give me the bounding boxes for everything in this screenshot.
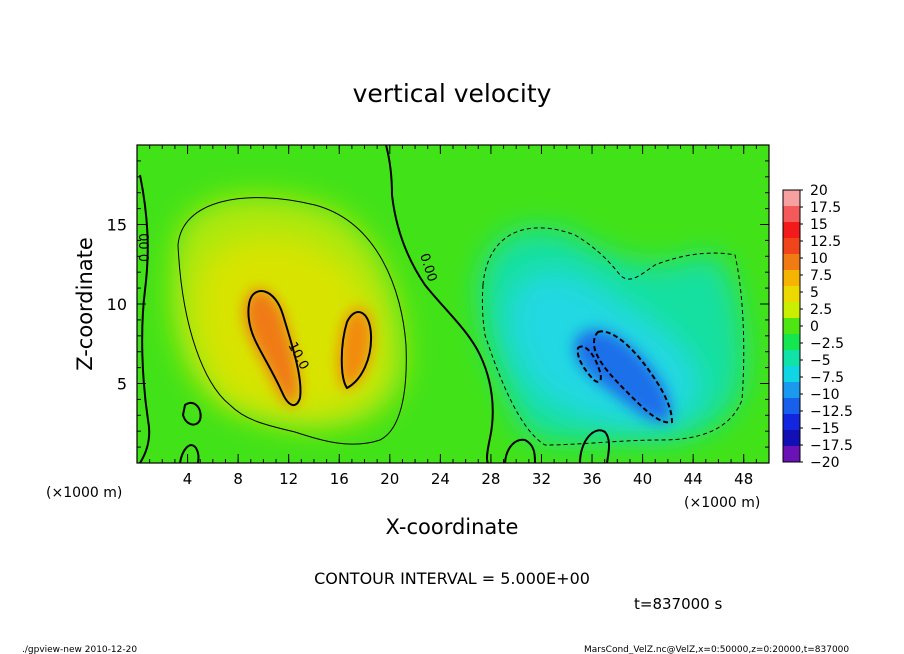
colorbar-label: 7.5	[810, 268, 832, 284]
chart-title: vertical velocity	[353, 79, 552, 108]
x-tick-label: 24	[431, 470, 450, 488]
colorbar-label: −15	[810, 421, 840, 437]
colorbar-swatch	[783, 446, 800, 463]
colorbar-label: 12.5	[810, 234, 841, 250]
colorbar-label: 0	[810, 319, 819, 335]
contour-zero-left	[139, 174, 151, 463]
contour-plus5	[177, 197, 407, 445]
colorbar-label: −2.5	[810, 336, 844, 352]
x-tick-label: 36	[582, 470, 601, 488]
colorbar-swatch	[783, 318, 800, 335]
updraft-mid-shading	[198, 237, 378, 413]
colorbar-label: 17.5	[810, 200, 841, 216]
x-tick-label: 48	[734, 470, 753, 488]
x-tick-label: 8	[233, 470, 243, 488]
contour-bottom-blob-2	[504, 438, 536, 463]
x-tick-label: 28	[481, 470, 500, 488]
footer-right: MarsCond_VelZ.nc@VelZ,x=0:50000,z=0:2000…	[584, 645, 849, 654]
colorbar-swatch	[783, 254, 800, 271]
contour-bottom-blob-3	[579, 429, 610, 463]
time-label: t=837000 s	[634, 595, 722, 613]
contour-label-zero-left: 0.00	[138, 233, 153, 262]
x-tick-label: 40	[633, 470, 652, 488]
y-tick-label: 5	[117, 375, 127, 394]
colorbar-swatch	[783, 222, 800, 239]
y-tick-labels: 5 10 15	[107, 216, 127, 394]
colorbar-label: −17.5	[810, 438, 853, 454]
colorbar-swatch	[783, 414, 800, 431]
colorbar-swatch	[783, 430, 800, 447]
colorbar-swatch	[783, 206, 800, 223]
colorbar-label: 20	[810, 183, 828, 199]
colorbar-label: −7.5	[810, 370, 844, 386]
updraft-core-left	[244, 289, 300, 406]
colorbar-swatch	[783, 398, 800, 415]
contour-minus10	[593, 330, 674, 424]
colorbar-swatch	[783, 302, 800, 319]
y-tick-label: 10	[107, 295, 127, 314]
colorbar-label: −12.5	[810, 404, 853, 420]
x-tick-label: 12	[279, 470, 298, 488]
contour-interval-annotation: CONTOUR INTERVAL = 5.000E+00	[314, 569, 590, 588]
y-unit-label: (×1000 m)	[46, 485, 122, 501]
contour-zero-center	[385, 145, 494, 463]
colorbar-labels: 2017.51512.5107.552.50−2.5−5−7.5−10−12.5…	[810, 183, 853, 471]
y-axis-label: Z-coordinate	[73, 237, 97, 371]
colorbar-label: −5	[810, 353, 831, 369]
colorbar-label: 5	[810, 285, 819, 301]
x-tick-label: 16	[330, 470, 349, 488]
colorbar-swatch	[783, 382, 800, 399]
x-unit-label: (×1000 m)	[684, 495, 760, 511]
colorbar-swatch	[783, 366, 800, 383]
contour-lines	[139, 145, 745, 463]
colorbar-label: 2.5	[810, 302, 832, 318]
colorbar-swatch	[783, 238, 800, 255]
colorbar-swatch	[783, 190, 800, 207]
x-axis-label: X-coordinate	[386, 515, 519, 539]
colorbar	[782, 189, 803, 463]
downdraft-region	[479, 228, 745, 442]
y-tick-label: 15	[107, 216, 127, 235]
contour-bottom-blob-4	[179, 444, 200, 463]
contour-plus10-right	[340, 311, 373, 390]
colorbar-swatch	[783, 286, 800, 303]
footer-left: ./gpview-new 2010-12-20	[22, 645, 137, 654]
colorbar-label: −10	[810, 387, 840, 403]
x-tick-label: 4	[183, 470, 193, 488]
colorbar-swatch	[783, 270, 800, 287]
downdraft-core	[574, 329, 671, 422]
contour-plus10-left	[247, 290, 302, 407]
x-tick-label: 44	[684, 470, 703, 488]
colorbar-label: 10	[810, 251, 828, 267]
x-tick-label: 20	[380, 470, 399, 488]
contour-minus10-small	[576, 345, 602, 383]
contour-bottom-blob-1	[181, 401, 202, 426]
colorbar-label: −20	[810, 455, 840, 471]
contour-minus5	[481, 227, 745, 446]
colorbar-swatch	[783, 350, 800, 367]
x-tick-label: 32	[532, 470, 551, 488]
axis-ticks	[137, 145, 769, 463]
plot-area: 0.00 0.00 10.0	[137, 145, 769, 463]
colorbar-swatch	[783, 334, 800, 351]
colorbar-label: 15	[810, 217, 828, 233]
x-tick-labels: 4 8 12 16 20 24 28 32 36 40 44 48	[183, 470, 753, 488]
updraft-region	[171, 195, 405, 429]
